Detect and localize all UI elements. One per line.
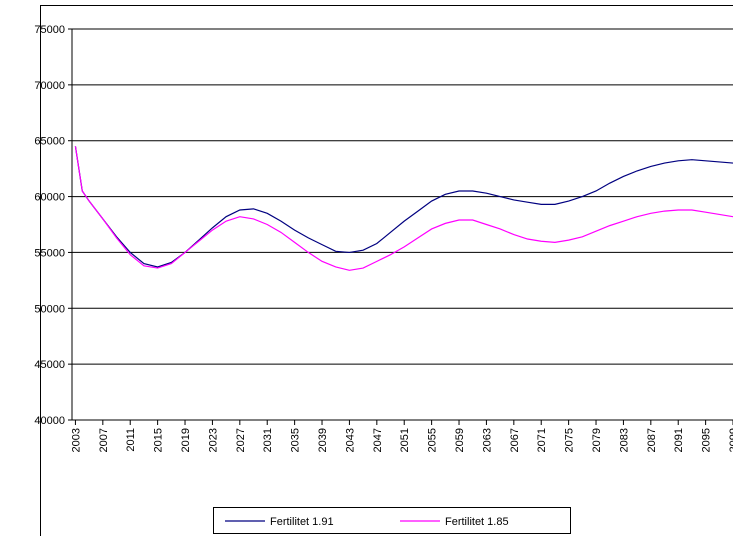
y-tick-label: 40000 [34, 415, 65, 427]
y-tick-label: 45000 [34, 359, 65, 371]
x-tick-label: 2095 [701, 428, 713, 452]
x-tick-label: 2059 [454, 428, 466, 452]
legend-label: Fertilitet 1.91 [270, 516, 334, 528]
x-tick-label: 2099 [728, 428, 733, 452]
x-tick-label: 2091 [673, 428, 685, 452]
x-tick-label: 2071 [536, 428, 548, 452]
x-tick-label: 2031 [262, 428, 274, 452]
x-tick-label: 2003 [70, 428, 82, 452]
y-tick-label: 65000 [34, 136, 65, 148]
legend-box [213, 507, 571, 534]
legend-label: Fertilitet 1.85 [445, 516, 509, 528]
x-tick-label: 2087 [646, 428, 658, 452]
y-tick-label: 50000 [34, 303, 65, 315]
y-tick-label: 70000 [34, 80, 65, 92]
x-tick-label: 2043 [344, 428, 356, 452]
x-tick-label: 2007 [98, 428, 110, 452]
series-line [74, 146, 733, 268]
x-tick-label: 2075 [564, 428, 576, 452]
y-tick-label: 75000 [34, 24, 65, 36]
x-tick-label: 2023 [207, 428, 219, 452]
x-tick-label: 2027 [235, 428, 247, 452]
chart-frame [40, 5, 733, 536]
x-tick-label: 2011 [125, 428, 137, 452]
x-tick-label: 2055 [427, 428, 439, 452]
y-tick-label: 55000 [34, 247, 65, 259]
x-tick-label: 2067 [509, 428, 521, 452]
x-tick-label: 2051 [399, 428, 411, 452]
x-tick-label: 2039 [317, 428, 329, 452]
x-tick-label: 2083 [618, 428, 630, 452]
x-tick-label: 2035 [290, 428, 302, 452]
x-tick-label: 2019 [180, 428, 192, 452]
series-line [74, 146, 733, 271]
y-tick-label: 60000 [34, 192, 65, 204]
x-tick-label: 2047 [372, 428, 384, 452]
x-tick-label: 2079 [591, 428, 603, 452]
x-tick-label: 2063 [481, 428, 493, 452]
x-tick-label: 2015 [153, 428, 165, 452]
